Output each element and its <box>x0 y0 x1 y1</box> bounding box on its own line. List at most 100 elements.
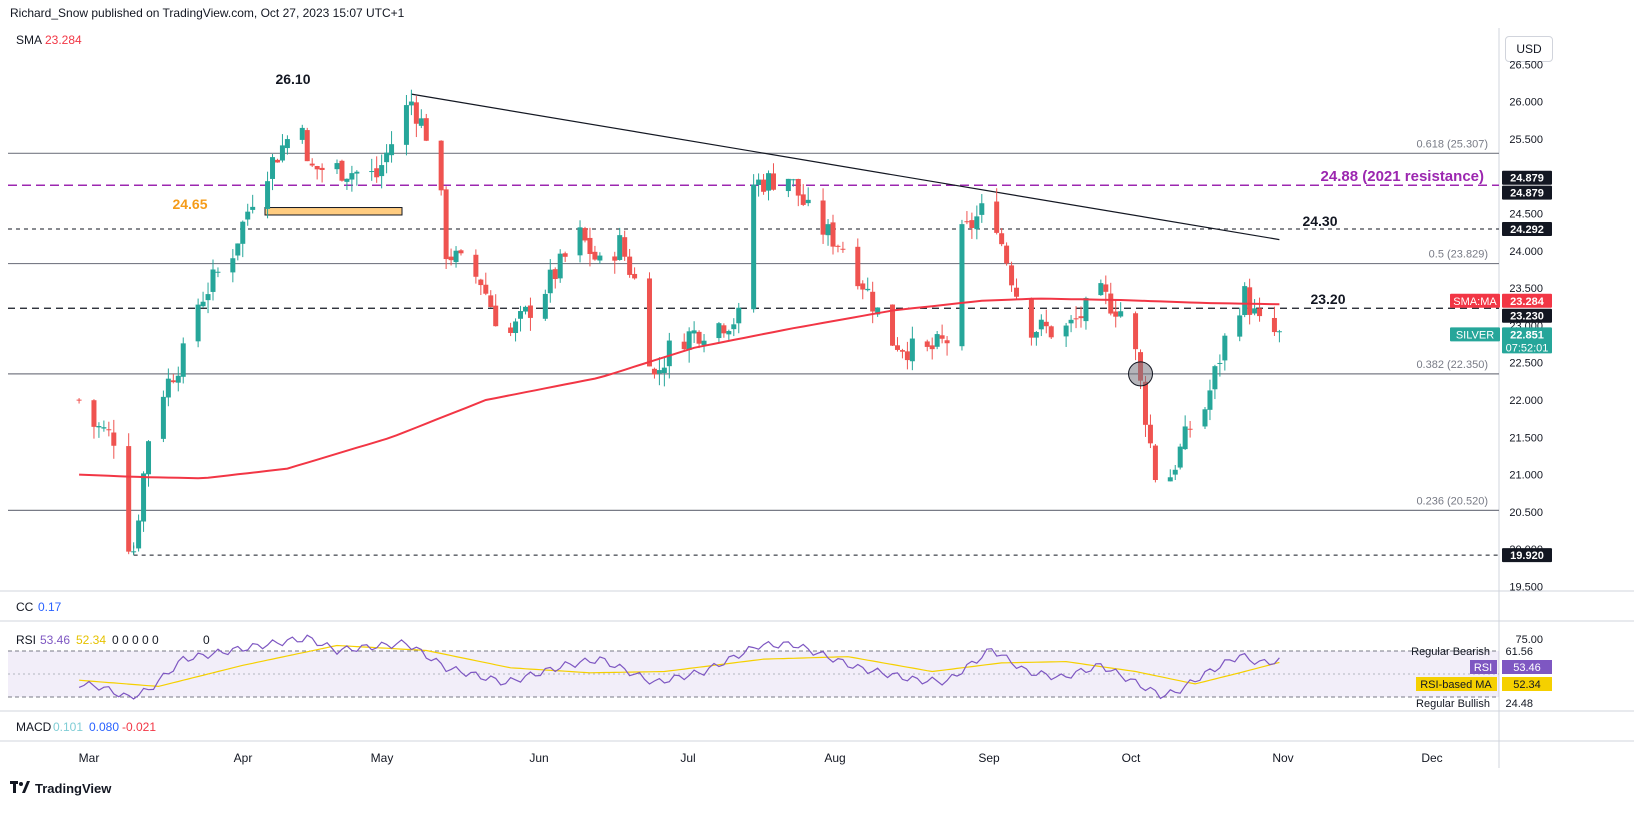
tag-low: 19.920 <box>1510 550 1544 562</box>
price-tick-label: 22.000 <box>1509 395 1543 407</box>
candle-up <box>180 343 186 377</box>
rsi-bearish-value: 61.56 <box>1505 646 1533 658</box>
candle-down <box>170 380 176 383</box>
time-label-nov: Nov <box>1272 751 1293 765</box>
currency-selector[interactable]: USD <box>1505 36 1553 62</box>
candle-up <box>542 293 548 319</box>
candle-down <box>1103 284 1109 292</box>
candle-down <box>587 237 593 254</box>
tag-low-bg <box>1502 548 1552 563</box>
candle-up <box>165 378 171 398</box>
descending-trendline <box>411 93 1280 241</box>
candle-down <box>423 118 429 141</box>
candle-up <box>686 331 692 350</box>
candle-up <box>250 206 256 210</box>
time-axis[interactable]: Mar Apr May Jun Jul Aug Sep Oct Nov Dec <box>79 751 1443 765</box>
candle-up <box>865 288 871 291</box>
candle-down <box>840 248 846 250</box>
candle-up <box>210 269 216 292</box>
candle-down <box>91 400 97 427</box>
price-tick-label: 23.500 <box>1509 283 1543 295</box>
candle-down <box>1073 318 1079 320</box>
candle-down <box>800 194 806 205</box>
candle-up <box>751 184 757 310</box>
candle-down <box>1147 424 1153 444</box>
candle-up <box>726 331 732 335</box>
macd-legend-signal: 0.080 <box>89 720 119 734</box>
cc-legend-value: 0.17 <box>38 600 62 614</box>
chart-canvas[interactable]: 26.10 24.65 24.88 (2021 resistance) 24.30 23… <box>0 28 1634 768</box>
tag-resistance-2: 24.879 <box>1510 188 1544 200</box>
candles <box>76 89 1282 556</box>
candle-down <box>1247 287 1253 315</box>
candle-down <box>994 201 1000 233</box>
tag-price-left-bg <box>1450 327 1500 342</box>
candle-up <box>200 301 206 307</box>
candle-down <box>111 432 117 446</box>
candle-down <box>1004 245 1010 264</box>
candle-down <box>1113 311 1119 317</box>
candle-down <box>552 269 558 280</box>
candle-down <box>1133 313 1139 350</box>
candle-up <box>1222 335 1228 361</box>
tag-level-2320-bg <box>1502 308 1552 323</box>
candle-down <box>319 167 325 171</box>
candle-up <box>1172 469 1178 475</box>
candle-up <box>577 227 583 256</box>
candle-up <box>136 520 142 549</box>
price-tick-label: 19.500 <box>1509 582 1543 594</box>
candle-down <box>627 256 633 275</box>
candle-down <box>944 340 950 344</box>
tradingview-brand[interactable]: TradingView <box>10 780 111 797</box>
time-label-sep: Sep <box>978 751 1000 765</box>
candle-up <box>408 101 414 106</box>
time-label-mar: Mar <box>79 751 100 765</box>
candle-up <box>1252 308 1258 314</box>
candle-up <box>1167 477 1173 482</box>
price-tick-label: 21.000 <box>1509 470 1543 482</box>
tag-price-countdown: 07:52:01 <box>1506 342 1549 354</box>
candle-down <box>761 179 767 192</box>
candle-up <box>557 253 563 279</box>
tag-price-bg <box>1502 327 1552 354</box>
candle-up <box>235 243 241 256</box>
candle-up <box>1118 311 1124 317</box>
candle-down <box>374 168 380 178</box>
level-2320-label: 23.20 <box>1310 291 1345 307</box>
tag-level-2430: 24.292 <box>1510 224 1544 236</box>
rsi-legend-value: 53.46 <box>40 633 70 647</box>
candle-down <box>582 228 588 241</box>
candle-up <box>240 221 246 244</box>
candle-down <box>527 305 533 318</box>
price-axis[interactable]: 26.50026.00025.50025.00024.50024.00023.5… <box>1450 59 1552 594</box>
high-label: 26.10 <box>275 71 310 87</box>
candle-down <box>493 305 499 327</box>
candle-down <box>904 351 910 361</box>
candle-down <box>1014 287 1020 297</box>
candle-down <box>999 233 1005 245</box>
candle-up <box>270 157 276 179</box>
candle-up <box>1202 409 1208 427</box>
candle-down <box>1028 298 1034 338</box>
candle-down <box>443 189 449 260</box>
rsi-top-tick: 75.00 <box>1515 634 1543 646</box>
candle-up <box>160 396 166 439</box>
candle-down <box>612 256 618 261</box>
sma-path <box>79 297 1280 480</box>
time-label-jun: Jun <box>529 751 548 765</box>
candle-down <box>899 350 905 352</box>
candle-down <box>1108 293 1114 314</box>
candle-up <box>756 179 762 185</box>
candle-down <box>632 273 638 279</box>
candle-down <box>1142 381 1148 425</box>
tag-sma: 23.284 <box>1510 296 1545 308</box>
candle-down <box>622 237 628 257</box>
rsi-legend-name: RSI <box>16 633 36 647</box>
rsi-tag-left-bg <box>1470 660 1497 674</box>
price-tick-label: 24.000 <box>1509 246 1543 258</box>
candle-down <box>562 253 568 257</box>
candle-up <box>666 340 672 367</box>
candle-up <box>716 323 722 339</box>
rsi-bearish-label: Regular Bearish <box>1411 646 1490 658</box>
rsi-bullish-label: Regular Bullish <box>1416 698 1490 710</box>
